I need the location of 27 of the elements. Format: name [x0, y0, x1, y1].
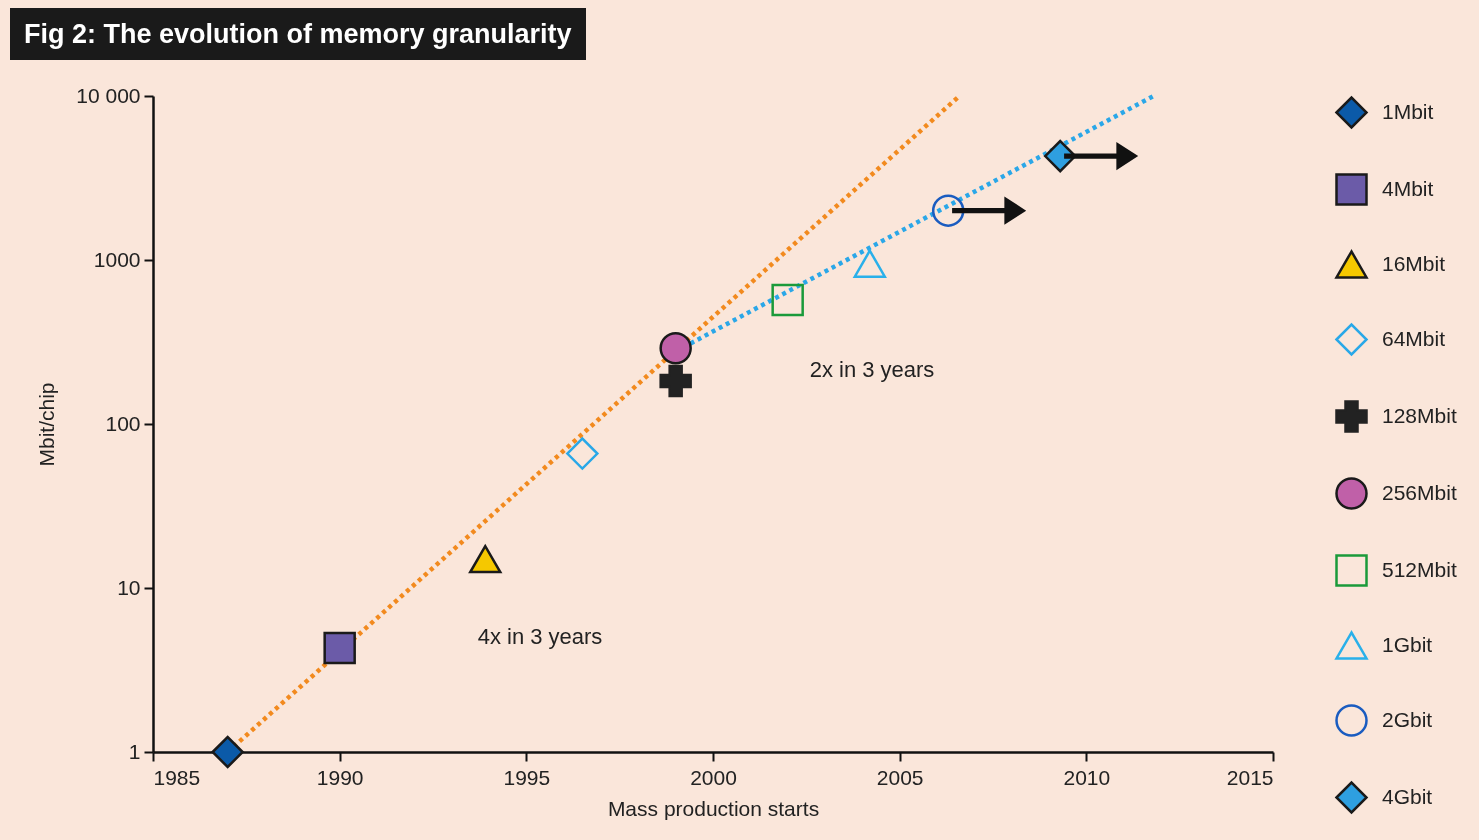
y-tick-label: 100 — [105, 411, 141, 435]
legend-label: 4Mbit — [1382, 176, 1434, 200]
legend-label: 2Gbit — [1382, 707, 1433, 731]
y-tick-label: 10 000 — [76, 83, 141, 107]
legend-label: 128Mbit — [1382, 403, 1457, 427]
y-axis-title: Mbit/chip — [35, 382, 59, 467]
x-tick-label: 2005 — [876, 765, 924, 789]
legend-label: 64Mbit — [1382, 326, 1446, 350]
legend-label: 1Gbit — [1382, 632, 1433, 656]
chart-title: Fig 2: The evolution of memory granularity — [10, 8, 586, 60]
x-tick-label: 2015 — [1226, 765, 1274, 789]
x-tick-label: 1990 — [316, 765, 364, 789]
y-tick-label: 10 — [117, 575, 141, 599]
y-tick-label: 1000 — [93, 247, 141, 271]
y-tick-label: 1 — [128, 739, 141, 763]
annotation: 4x in 3 years — [477, 624, 603, 649]
legend-label: 4Gbit — [1382, 784, 1433, 808]
x-tick-label: 1995 — [503, 765, 551, 789]
x-tick-label: 2010 — [1063, 765, 1111, 789]
legend-label: 512Mbit — [1382, 557, 1457, 581]
legend-label: 1Mbit — [1382, 99, 1434, 123]
legend-label: 16Mbit — [1382, 251, 1446, 275]
x-axis-title: Mass production starts — [607, 796, 820, 820]
legend-label: 256Mbit — [1382, 480, 1457, 504]
annotation: 2x in 3 years — [809, 357, 935, 382]
x-tick-label: 1985 — [153, 765, 201, 789]
x-tick-label: 2000 — [690, 765, 737, 789]
